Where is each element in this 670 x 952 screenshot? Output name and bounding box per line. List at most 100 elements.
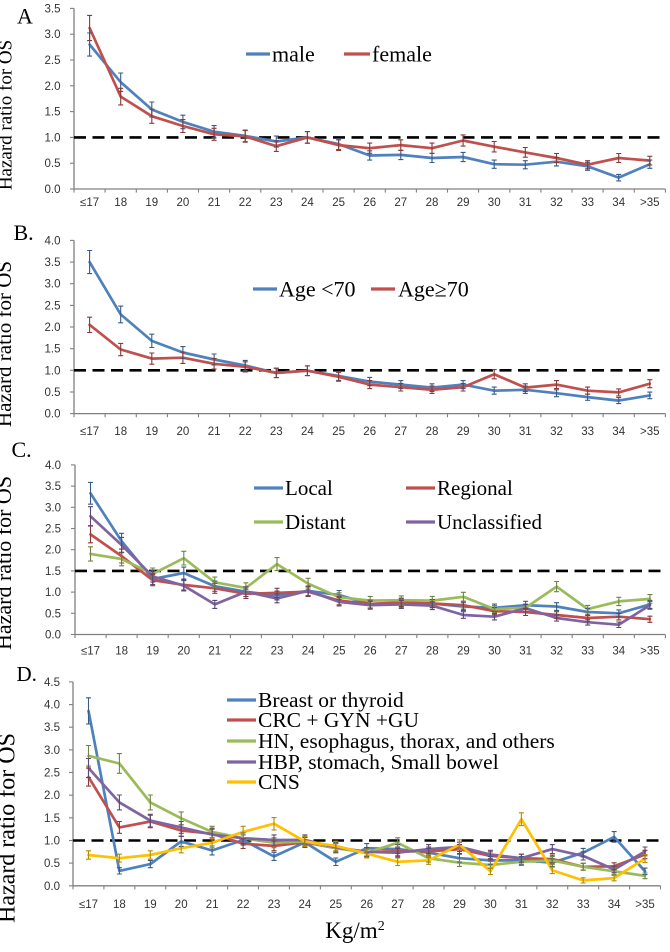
svg-text:28: 28 — [426, 426, 439, 438]
svg-text:30: 30 — [488, 646, 501, 658]
svg-text:32: 32 — [550, 646, 563, 658]
svg-text:22: 22 — [239, 197, 252, 209]
svg-text:HBP, stomach, Small bowel: HBP, stomach, Small bowel — [258, 750, 499, 774]
svg-text:18: 18 — [115, 646, 128, 658]
svg-text:1.5: 1.5 — [45, 566, 61, 578]
svg-text:1.5: 1.5 — [45, 344, 61, 356]
svg-text:≤17: ≤17 — [79, 899, 98, 911]
svg-text:≤17: ≤17 — [80, 426, 99, 438]
svg-text:2.5: 2.5 — [45, 524, 61, 536]
svg-text:24: 24 — [302, 646, 315, 658]
svg-text:28: 28 — [422, 899, 435, 911]
svg-text:1.0: 1.0 — [45, 365, 61, 377]
svg-text:18: 18 — [114, 197, 127, 209]
svg-text:>35: >35 — [640, 426, 660, 438]
svg-text:23: 23 — [271, 646, 284, 658]
svg-text:>35: >35 — [640, 646, 660, 658]
svg-text:21: 21 — [208, 197, 221, 209]
svg-text:3.5: 3.5 — [44, 722, 60, 734]
svg-text:3.0: 3.0 — [45, 502, 61, 514]
svg-text:32: 32 — [550, 426, 563, 438]
svg-text:>35: >35 — [635, 899, 655, 911]
svg-text:20: 20 — [177, 197, 190, 209]
svg-text:2.0: 2.0 — [45, 322, 61, 334]
svg-text:31: 31 — [519, 197, 532, 209]
svg-text:31: 31 — [515, 899, 528, 911]
svg-text:26: 26 — [360, 899, 373, 911]
svg-text:25: 25 — [333, 646, 346, 658]
svg-text:0.5: 0.5 — [44, 858, 60, 870]
svg-text:18: 18 — [113, 899, 126, 911]
svg-text:29: 29 — [457, 426, 470, 438]
svg-text:24: 24 — [301, 197, 314, 209]
svg-text:3.0: 3.0 — [45, 29, 61, 41]
svg-text:Regional: Regional — [437, 476, 513, 500]
svg-text:1.0: 1.0 — [45, 587, 61, 599]
svg-text:>35: >35 — [640, 197, 660, 209]
svg-text:20: 20 — [177, 646, 190, 658]
svg-text:32: 32 — [546, 899, 559, 911]
svg-text:≤17: ≤17 — [81, 646, 100, 658]
svg-text:33: 33 — [581, 426, 594, 438]
svg-text:≤17: ≤17 — [80, 197, 99, 209]
svg-text:32: 32 — [550, 197, 563, 209]
svg-text:30: 30 — [488, 197, 501, 209]
svg-text:26: 26 — [363, 426, 376, 438]
svg-text:Local: Local — [285, 476, 333, 500]
svg-text:21: 21 — [208, 426, 221, 438]
svg-text:A: A — [17, 4, 33, 29]
svg-text:2.5: 2.5 — [45, 55, 61, 67]
svg-text:22: 22 — [240, 646, 253, 658]
svg-text:2.0: 2.0 — [45, 545, 61, 557]
svg-text:20: 20 — [175, 899, 188, 911]
svg-text:2.0: 2.0 — [45, 81, 61, 93]
svg-text:28: 28 — [426, 646, 439, 658]
svg-text:27: 27 — [395, 646, 408, 658]
svg-text:1.0: 1.0 — [45, 132, 61, 144]
svg-text:0.5: 0.5 — [45, 608, 61, 620]
svg-text:34: 34 — [612, 646, 625, 658]
svg-text:0.0: 0.0 — [45, 630, 61, 642]
svg-text:26: 26 — [363, 197, 376, 209]
svg-text:Unclassified: Unclassified — [437, 510, 542, 534]
svg-text:24: 24 — [301, 426, 314, 438]
svg-text:CRC + GYN +GU: CRC + GYN +GU — [258, 708, 420, 732]
svg-text:30: 30 — [484, 899, 497, 911]
svg-text:3.0: 3.0 — [45, 279, 61, 291]
svg-text:Hazard ratio for OS: Hazard ratio for OS — [0, 733, 21, 923]
svg-text:Kg/m2: Kg/m2 — [325, 918, 384, 943]
svg-text:2.5: 2.5 — [45, 300, 61, 312]
svg-text:0.5: 0.5 — [45, 158, 61, 170]
svg-text:B.: B. — [14, 220, 34, 245]
svg-text:18: 18 — [114, 426, 127, 438]
svg-text:34: 34 — [608, 899, 621, 911]
svg-text:Age <70: Age <70 — [279, 277, 356, 302]
svg-text:Hazard ratio for OS: Hazard ratio for OS — [0, 476, 16, 650]
svg-text:D.: D. — [17, 662, 37, 686]
svg-text:28: 28 — [426, 197, 439, 209]
svg-text:male: male — [272, 42, 315, 67]
svg-text:Hazard ratio for OS: Hazard ratio for OS — [0, 40, 17, 190]
svg-text:1.5: 1.5 — [45, 107, 61, 119]
svg-text:23: 23 — [270, 426, 283, 438]
svg-text:0.0: 0.0 — [44, 881, 60, 893]
svg-text:25: 25 — [329, 899, 342, 911]
svg-text:22: 22 — [237, 899, 250, 911]
svg-text:4.0: 4.0 — [45, 460, 61, 472]
svg-text:Distant: Distant — [285, 510, 346, 534]
svg-text:27: 27 — [391, 899, 404, 911]
svg-text:HN, esophagus, thorax, and oth: HN, esophagus, thorax, and others — [258, 729, 555, 753]
svg-text:27: 27 — [394, 426, 407, 438]
svg-text:C.: C. — [12, 437, 32, 462]
svg-text:22: 22 — [239, 426, 252, 438]
svg-text:3.5: 3.5 — [45, 3, 61, 15]
svg-text:21: 21 — [206, 899, 219, 911]
svg-text:33: 33 — [581, 197, 594, 209]
svg-text:0.0: 0.0 — [45, 409, 61, 421]
svg-text:4.0: 4.0 — [44, 700, 60, 712]
svg-text:4.0: 4.0 — [45, 235, 61, 247]
svg-text:25: 25 — [332, 197, 345, 209]
svg-text:31: 31 — [519, 646, 532, 658]
svg-text:3.5: 3.5 — [45, 257, 61, 269]
svg-text:29: 29 — [453, 899, 466, 911]
